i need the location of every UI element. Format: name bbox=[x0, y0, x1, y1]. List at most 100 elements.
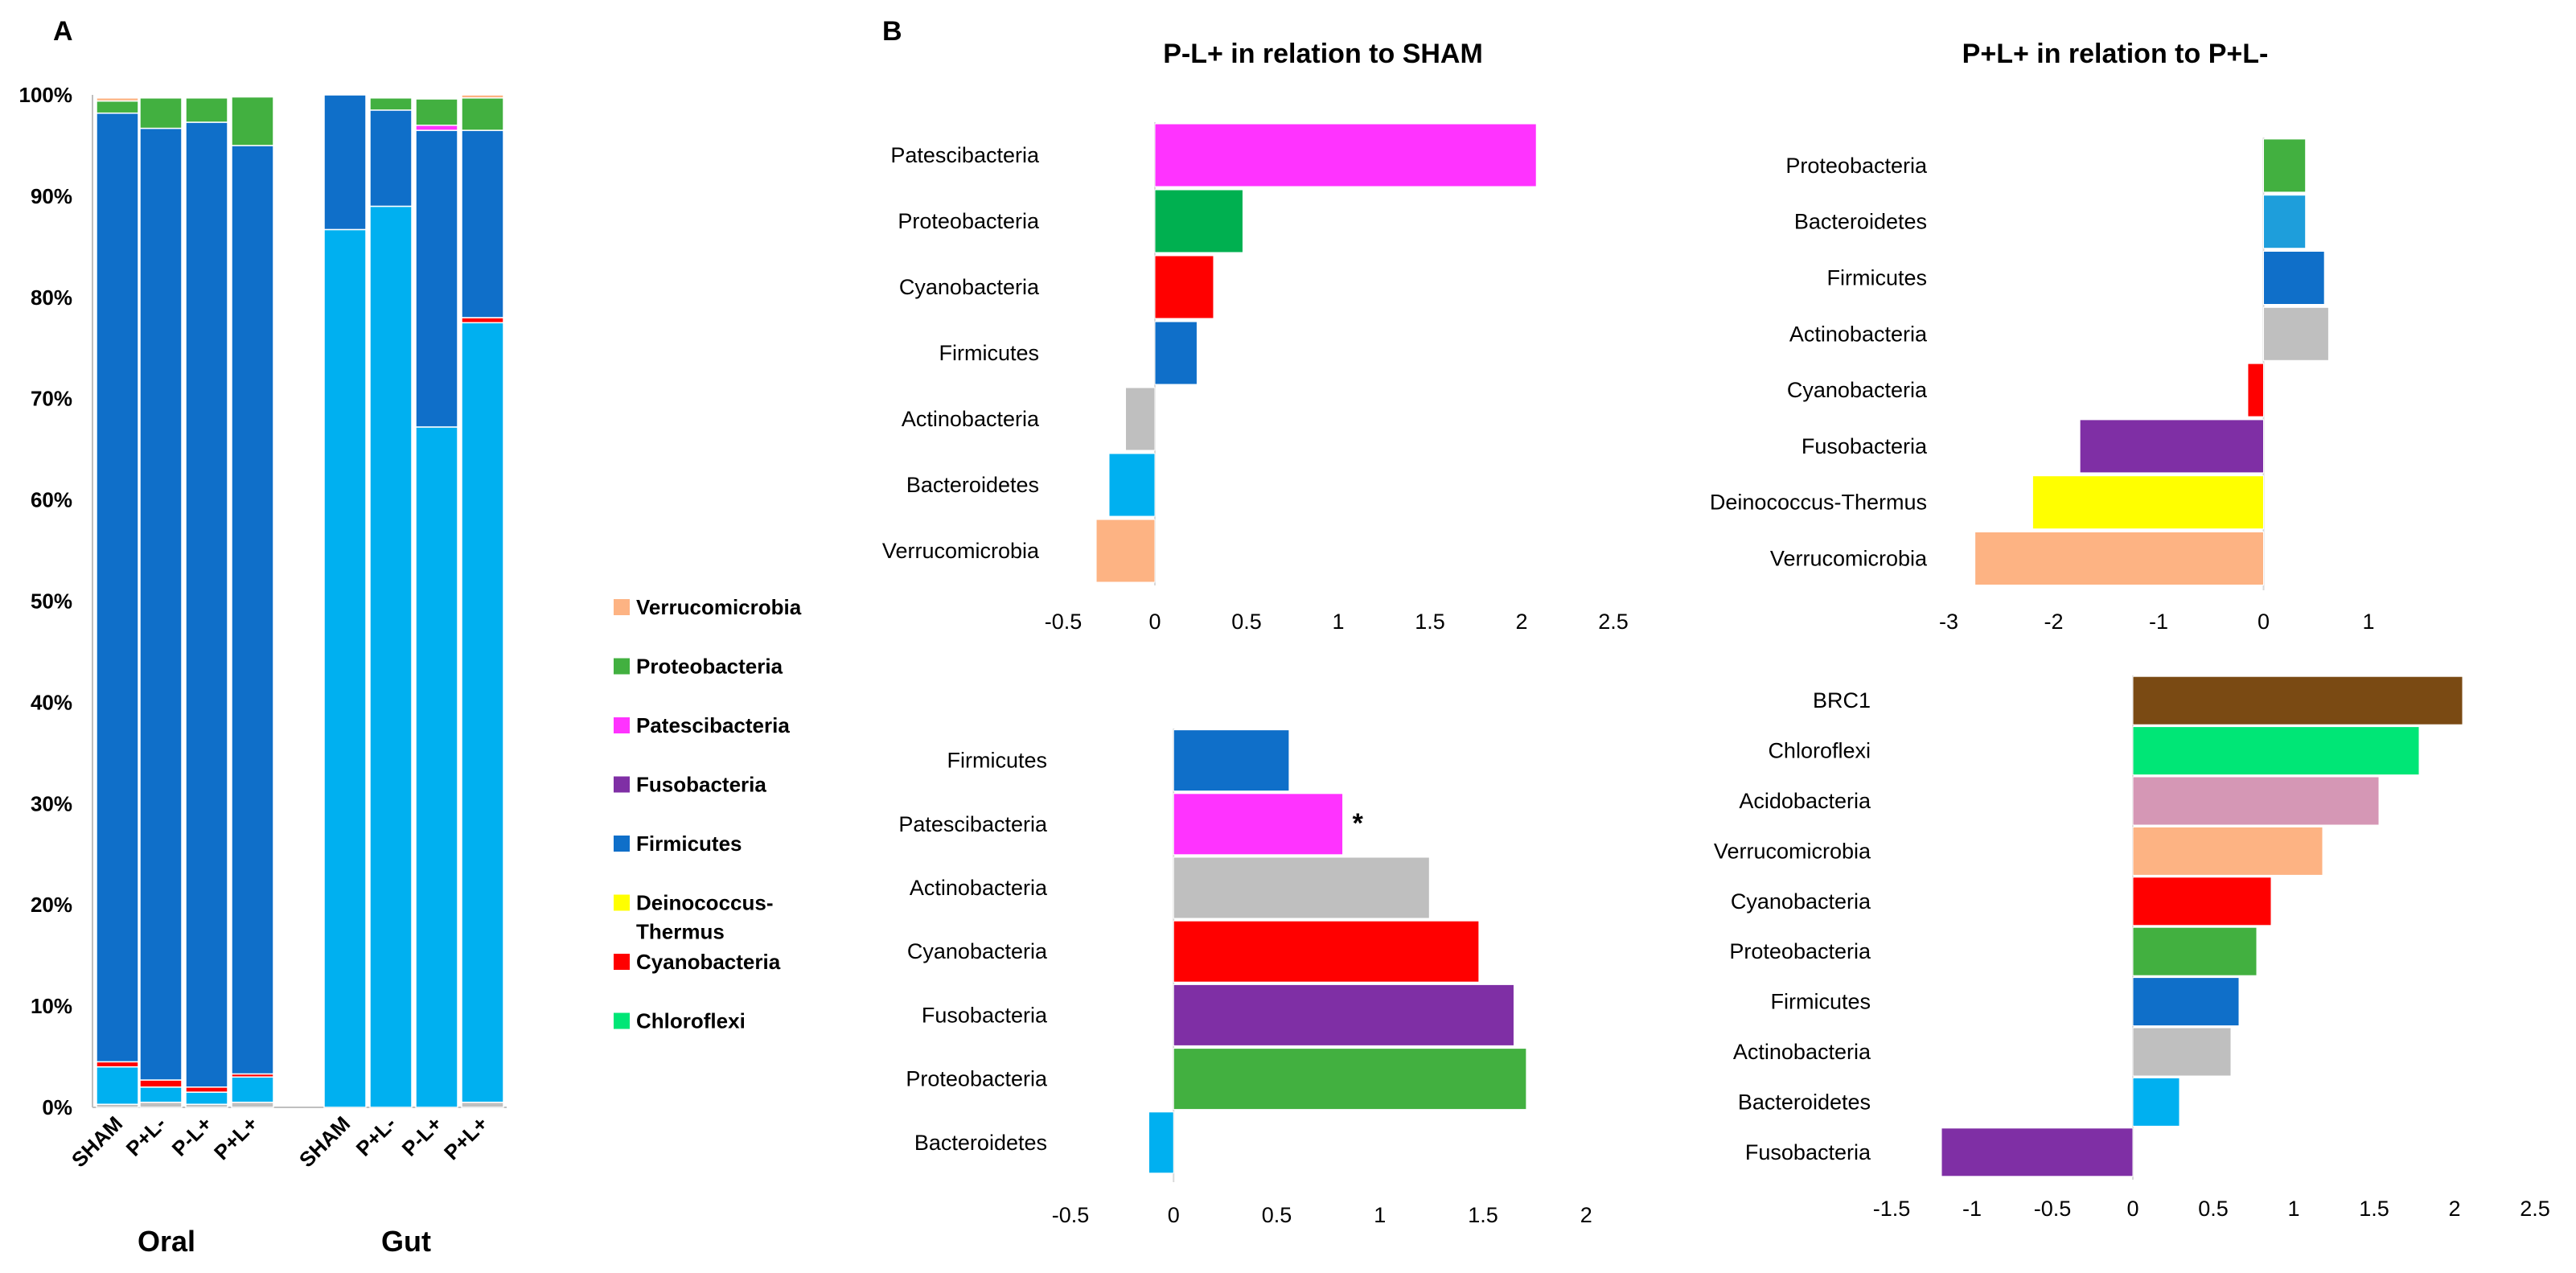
x-tick-label: 1 bbox=[1332, 610, 1344, 634]
bar-segment-sham-bacteroidetes bbox=[96, 1066, 139, 1105]
bar-segment-p-l-firmicutes bbox=[461, 129, 504, 318]
category-label-actinobacteria: Actinobacteria bbox=[902, 407, 1040, 431]
bar-patescibacteria bbox=[1154, 123, 1537, 187]
y-tick-label: 20% bbox=[31, 893, 72, 917]
category-label-firmicutes: Firmicutes bbox=[1770, 990, 1871, 1014]
x-tick-label: -3 bbox=[1939, 610, 1958, 634]
bar-segment-p-l-cyanobacteria bbox=[139, 1079, 183, 1088]
category-label-proteobacteria: Proteobacteria bbox=[906, 1067, 1048, 1091]
x-tick-label: 2.5 bbox=[2520, 1197, 2550, 1221]
bar-bacteroidetes bbox=[2132, 1077, 2180, 1127]
bar-segment-p-l-proteobacteria bbox=[369, 97, 413, 111]
bar-bacteroidetes bbox=[1148, 1111, 1174, 1174]
bar-bacteroidetes bbox=[2263, 195, 2307, 249]
bar-actinobacteria bbox=[2132, 1027, 2232, 1077]
category-label-firmicutes: Firmicutes bbox=[947, 749, 1047, 773]
category-label-brc1: BRC1 bbox=[1813, 688, 1871, 712]
bar-proteobacteria bbox=[1173, 1048, 1527, 1111]
bar-segment-p-l-proteobacteria bbox=[139, 97, 183, 129]
legend-label-proteobacteria: Proteobacteria bbox=[636, 655, 783, 679]
x-tick-label: 0 bbox=[2258, 610, 2270, 634]
bar-acidobacteria bbox=[2132, 776, 2380, 826]
bar-bacteroidetes bbox=[1108, 453, 1156, 517]
chart-bottom-left-fold-change: Firmicutes Patescibacteria * Actinobacteria… bbox=[898, 729, 1592, 1227]
x-tick-label: P-L+ bbox=[397, 1111, 447, 1161]
category-label-cyanobacteria: Cyanobacteria bbox=[1731, 889, 1871, 914]
group-label-gut: Gut bbox=[381, 1225, 431, 1258]
legend-swatch-verrucomicrobia bbox=[614, 599, 630, 615]
bar-segment-p-l-bacteroidetes bbox=[185, 1091, 228, 1105]
category-label-verrucomicrobia: Verrucomicrobia bbox=[882, 539, 1040, 563]
category-label-cyanobacteria: Cyanobacteria bbox=[899, 275, 1040, 299]
bar-segment-p-l-verrucomicrobia bbox=[461, 94, 504, 99]
bar-deinococcus-thermus bbox=[2032, 475, 2264, 530]
x-tick-label: 0.5 bbox=[2198, 1197, 2229, 1221]
chart-bottom-right-fold-change: BRC1 Chloroflexi Acidobacteria Verrucomicro… bbox=[1714, 676, 2550, 1221]
legend-swatch-fusobacteria bbox=[614, 776, 630, 793]
chart-b2-title: P+L+ in relation to P+L- bbox=[1962, 39, 2269, 69]
category-label-chloroflexi: Chloroflexi bbox=[1768, 739, 1871, 763]
bar-segment-sham-cyanobacteria bbox=[96, 1061, 139, 1068]
y-tick-label: 0% bbox=[42, 1095, 72, 1119]
x-tick-label: 0.5 bbox=[1262, 1203, 1292, 1227]
bar-firmicutes bbox=[2263, 251, 2325, 305]
bar-proteobacteria bbox=[2132, 926, 2258, 976]
x-tick-label: 0 bbox=[1168, 1203, 1180, 1227]
bar-segment-p-l-firmicutes bbox=[369, 109, 413, 207]
category-label-patescibacteria: Patescibacteria bbox=[890, 143, 1040, 167]
x-tick-label: 0.5 bbox=[1231, 610, 1262, 634]
legend-label-verrucomicrobia: Verrucomicrobia bbox=[636, 595, 802, 619]
category-label-fusobacteria: Fusobacteria bbox=[1745, 1140, 1871, 1164]
x-tick-label: -0.5 bbox=[2034, 1197, 2072, 1221]
bar-segment-sham-firmicutes bbox=[323, 94, 367, 231]
x-tick-label: P+L+ bbox=[209, 1111, 262, 1164]
bar-segment-p-l-cyanobacteria bbox=[185, 1086, 228, 1093]
panel-label-b: B bbox=[882, 16, 902, 47]
bar-fusobacteria bbox=[2079, 419, 2264, 474]
bar-proteobacteria bbox=[1154, 189, 1243, 253]
bar-verrucomicrobia bbox=[1095, 519, 1156, 583]
category-label-bacteroidetes: Bacteroidetes bbox=[1738, 1090, 1871, 1114]
category-label-firmicutes: Firmicutes bbox=[1826, 266, 1927, 290]
bar-fusobacteria bbox=[1173, 983, 1514, 1046]
category-label-bacteroidetes: Bacteroidetes bbox=[1794, 210, 1927, 234]
category-label-proteobacteria: Proteobacteria bbox=[1729, 939, 1871, 963]
bar-segment-p-l-patescibacteria bbox=[415, 125, 458, 131]
category-label-bacteroidetes: Bacteroidetes bbox=[906, 473, 1039, 497]
bar-actinobacteria bbox=[1125, 387, 1156, 451]
bar-firmicutes bbox=[1154, 321, 1198, 385]
category-label-bacteroidetes: Bacteroidetes bbox=[914, 1131, 1047, 1155]
x-tick-label: SHAM bbox=[294, 1111, 355, 1172]
category-label-cyanobacteria: Cyanobacteria bbox=[907, 939, 1048, 963]
panel-label-a: A bbox=[53, 16, 73, 47]
x-tick-label: -0.5 bbox=[1052, 1203, 1090, 1227]
category-label-actinobacteria: Actinobacteria bbox=[1789, 322, 1928, 346]
bar-segment-sham-bacteroidetes bbox=[323, 228, 367, 1108]
x-tick-label: 2 bbox=[1515, 610, 1527, 634]
stacked-bar-chart: 0%10%20%30%40%50%60%70%80%90%100%SHAMP+L… bbox=[19, 83, 507, 1172]
bar-cyanobacteria bbox=[2132, 877, 2272, 926]
x-tick-label: P+L- bbox=[121, 1111, 171, 1161]
x-tick-label: 1.5 bbox=[1468, 1203, 1498, 1227]
y-tick-label: 60% bbox=[31, 488, 72, 512]
legend-swatch-firmicutes bbox=[614, 836, 630, 852]
x-tick-label: -1 bbox=[2149, 610, 2168, 634]
y-tick-label: 100% bbox=[19, 83, 73, 107]
legend-label-fusobacteria: Fusobacteria bbox=[636, 773, 766, 797]
bar-cyanobacteria bbox=[2247, 363, 2265, 417]
bar-segment-p-l-proteobacteria bbox=[461, 97, 504, 131]
bar-segment-sham-proteobacteria bbox=[96, 100, 139, 114]
bar-segment-p-l-bacteroidetes bbox=[139, 1086, 183, 1103]
legend-label-cyanobacteria: Cyanobacteria bbox=[636, 950, 781, 974]
bar-segment-p-l-cyanobacteria bbox=[461, 317, 504, 324]
x-tick-label: 1 bbox=[2362, 610, 2374, 634]
category-label-deinococcus-thermus: Deinococcus-Thermus bbox=[1710, 491, 1927, 515]
bar-verrucomicrobia bbox=[2132, 826, 2323, 876]
category-label-actinobacteria: Actinobacteria bbox=[910, 876, 1048, 900]
category-label-proteobacteria: Proteobacteria bbox=[898, 209, 1040, 233]
legend-swatch-deinococcus-thermus bbox=[614, 894, 630, 911]
legend-swatch-chloroflexi bbox=[614, 1012, 630, 1029]
bar-patescibacteria bbox=[1173, 793, 1344, 856]
bar-segment-p-l-bacteroidetes bbox=[231, 1076, 274, 1103]
